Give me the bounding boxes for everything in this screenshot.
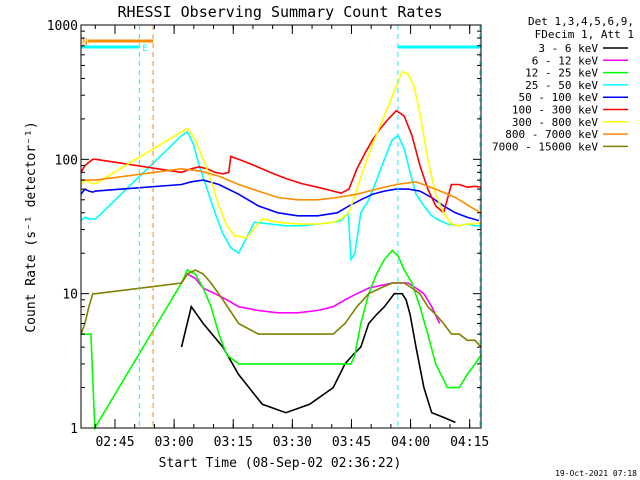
y-axis-label: Count Rate (s⁻¹ detector⁻¹) xyxy=(24,121,39,332)
legend-label-0: 3 - 6 keV xyxy=(538,42,598,55)
y-tick-label-2: 100 xyxy=(55,153,78,168)
x-tick-label-5: 04:00 xyxy=(391,435,430,450)
series-line-8-0 xyxy=(80,269,482,348)
x-tick-label-2: 03:15 xyxy=(214,435,253,450)
x-tick-label-6: 04:15 xyxy=(450,435,489,450)
series-line-2-0 xyxy=(81,249,482,431)
legend-label-5: 100 - 300 keV xyxy=(512,104,598,117)
x-tick-label-0: 02:45 xyxy=(95,435,134,450)
chart-title: RHESSI Observing Summary Count Rates xyxy=(117,3,442,21)
series-line-6-0 xyxy=(80,70,482,239)
legend-label-7: 800 - 7000 keV xyxy=(505,128,598,141)
x-tick-label-1: 03:00 xyxy=(155,435,194,450)
series-line-7-0 xyxy=(81,167,482,214)
legend-label-6: 300 - 800 keV xyxy=(512,116,598,129)
y-tick-label-0: 1 xyxy=(70,422,78,437)
date-stamp: 19-Oct-2021 07:18 xyxy=(555,469,637,478)
legend-header-line1: Det 1,3,4,5,6,9, xyxy=(528,15,634,28)
series-line-4-0 xyxy=(80,179,480,222)
x-tick-label-4: 03:45 xyxy=(332,435,371,450)
legend-label-8: 7000 - 15000 keV xyxy=(492,140,598,153)
series-line-1-0 xyxy=(180,272,441,324)
x-axis-label: Start Time (08-Sep-02 02:36:22) xyxy=(159,456,402,471)
flag-letter-eclipse: E xyxy=(142,44,147,54)
flag-letter-saa: N xyxy=(82,38,87,48)
legend-header-line2: FDecim 1, Att 1 xyxy=(535,28,634,41)
legend-label-3: 25 - 50 keV xyxy=(525,79,598,92)
y-tick-label-3: 1000 xyxy=(47,19,78,34)
legend-label-4: 50 - 100 keV xyxy=(519,91,599,104)
series-line-3-0 xyxy=(80,130,481,262)
x-tick-label-3: 03:30 xyxy=(273,435,312,450)
y-tick-label-1: 10 xyxy=(62,288,78,303)
plot-area: E N 1 10 100 1000 02:45 03:00 03:15 03:30 03:45 04:… xyxy=(47,19,490,450)
plot-frame xyxy=(80,24,482,429)
legend-label-1: 6 - 12 keV xyxy=(532,54,599,67)
series-line-5-0 xyxy=(80,109,482,215)
series-line-0-0 xyxy=(180,292,456,424)
legend-label-2: 12 - 25 keV xyxy=(525,67,598,80)
